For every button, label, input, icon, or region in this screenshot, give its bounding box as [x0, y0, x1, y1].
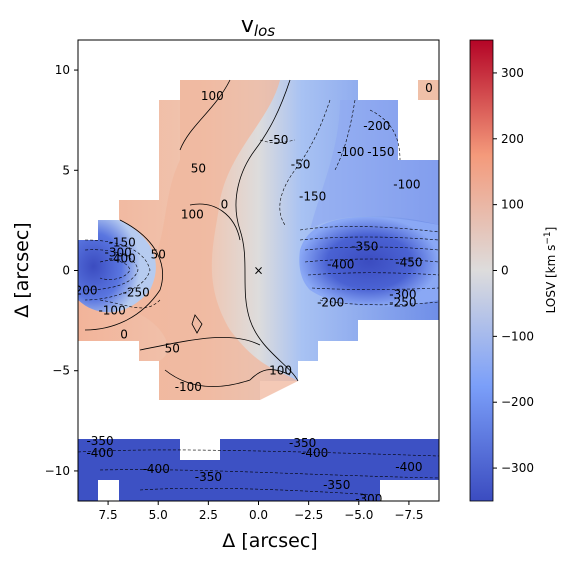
contour-label: -250	[389, 296, 416, 310]
colorbar	[469, 39, 494, 502]
contour-label: 50	[165, 342, 180, 356]
contour-label-group: 100 0 -50 -200 -150 50 -50 -100 -100 0 -150 100 -150…	[75, 81, 433, 506]
contour-label: -200	[363, 119, 390, 133]
colorbar-tick-label: 100	[501, 198, 524, 212]
contour-label: -400	[301, 446, 328, 460]
contour-label: -100	[393, 177, 420, 191]
contour-label: -300	[355, 492, 382, 506]
contour-label: -50	[291, 157, 311, 171]
blue-region-upper	[310, 100, 439, 230]
blue-lobe-left	[78, 220, 156, 313]
contour-label: -350	[289, 436, 316, 450]
contour-label: 50	[191, 161, 206, 175]
x-axis: 7.5 5.0 2.5 0.0 −2.5 −5.0 −7.5	[99, 501, 423, 522]
contour-label: -350	[351, 239, 378, 253]
colorbar-label: LOSV [km s−1]	[543, 227, 558, 314]
contour-lines	[84, 79, 299, 387]
contour-label: -400	[86, 446, 113, 460]
contour-label: -400	[395, 460, 422, 474]
contour-label: -150	[367, 145, 394, 159]
y-tick-label: 10	[55, 63, 70, 77]
contour-label: 0	[221, 197, 229, 211]
colorbar-tick-label: −300	[501, 461, 534, 475]
contour-label: -100	[175, 380, 202, 394]
colorbar-axis: 300 200 100 0 −100 −200 −300	[493, 66, 534, 475]
contour-label: 0	[120, 328, 128, 342]
contour-label: -100	[337, 145, 364, 159]
contour-label: -150	[299, 189, 326, 203]
contour-label: -400	[109, 251, 136, 265]
contour-label: -200	[317, 296, 344, 310]
contour-label: 0	[425, 81, 433, 95]
contour-label: -250	[123, 286, 150, 300]
x-tick-label: −7.5	[394, 508, 423, 522]
x-tick-label: 5.0	[149, 508, 168, 522]
contour-label: 100	[269, 364, 292, 378]
x-tick-label: 2.5	[199, 508, 218, 522]
contour-label: 100	[181, 207, 204, 221]
y-axis-label: Δ [arcsec]	[11, 222, 33, 317]
y-tick-label: −10	[45, 464, 70, 478]
x-tick-label: −2.5	[294, 508, 323, 522]
contour-label: 100	[201, 89, 224, 103]
contour-label: 50	[151, 247, 166, 261]
contour-label: -50	[269, 133, 289, 147]
y-tick-label: −5	[52, 364, 70, 378]
contour-label: -350	[323, 478, 350, 492]
contour-lines-negative	[78, 99, 439, 496]
x-tick-label: 0.0	[249, 508, 268, 522]
colorbar-tick-label: 0	[501, 264, 509, 278]
y-tick-label: 5	[62, 163, 70, 177]
blue-lobe-right	[299, 217, 439, 307]
contour-label: -100	[98, 304, 125, 318]
colorbar-tick-label: 300	[501, 66, 524, 80]
blue-strip-bottom	[78, 439, 439, 501]
contour-label: -150	[109, 235, 136, 249]
x-tick-label: 7.5	[99, 508, 118, 522]
contour-label: -400	[327, 257, 354, 271]
colorbar-tick-label: 200	[501, 132, 524, 146]
x-axis-label: Δ [arcsec]	[222, 530, 317, 552]
velocity-field-topright	[418, 80, 439, 100]
plot-area: × 100 0 -50 -200 -150 50 -50 -100 -100 0 -150 100 -1…	[75, 79, 439, 506]
contour-label: 200	[75, 284, 98, 298]
colorbar-tick-label: −100	[501, 329, 534, 343]
colorbar-tick-label: −200	[501, 395, 534, 409]
contour-label: -350	[86, 434, 113, 448]
contour-label: -300	[389, 288, 416, 302]
y-axis: 10 5 0 −5 −10	[45, 63, 78, 478]
contour-label: -400	[143, 462, 170, 476]
x-tick-label: −5.0	[344, 508, 373, 522]
contour-label: -450	[395, 255, 422, 269]
warm-region	[112, 80, 298, 400]
contour-label: -350	[195, 470, 222, 484]
contour-label: -300	[104, 245, 131, 259]
center-marker: ×	[253, 264, 263, 278]
y-tick-label: 0	[62, 264, 70, 278]
chart-title: vlos	[241, 13, 275, 40]
